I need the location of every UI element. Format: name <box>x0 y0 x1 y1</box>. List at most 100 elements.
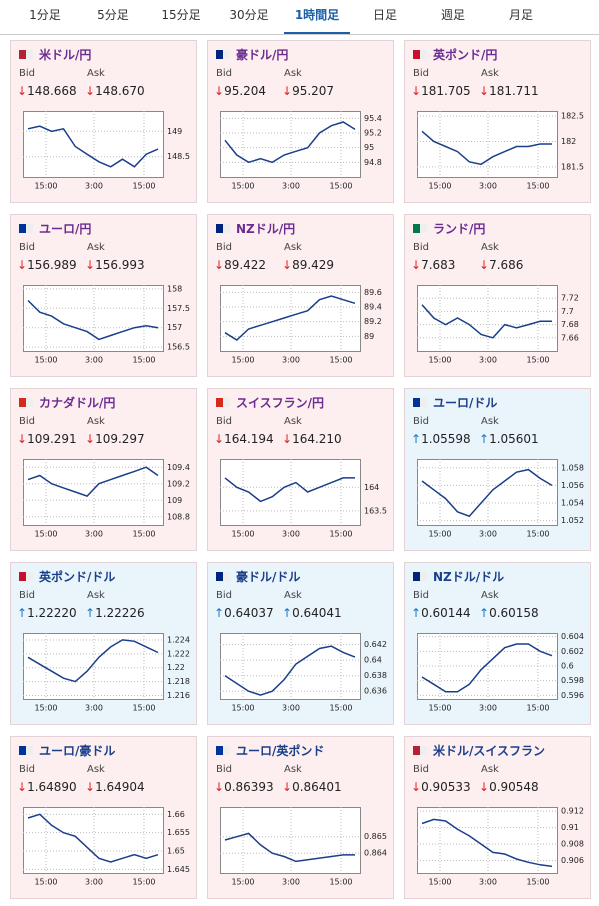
x-tick-label: 15:00 <box>132 530 155 539</box>
rate-card: ユーロ/英ポンド Bid Ask ↓0.86393 ↓0.86401 0.865 0.864… <box>207 736 394 899</box>
ask-price: 1.64904 <box>95 780 145 794</box>
ask-value: ↓0.86401 <box>282 780 342 794</box>
price-line <box>224 645 356 696</box>
rate-card: 豪ドル/円 Bid Ask ↓95.204 ↓95.207 95.4 95.2 95 94.8 1… <box>207 40 394 203</box>
x-tick-label: 15:00 <box>132 704 155 713</box>
tab[interactable]: 1分足 <box>29 8 61 22</box>
tab[interactable]: 月足 <box>508 8 533 22</box>
ask-label: Ask <box>284 764 302 775</box>
price-line <box>421 643 553 693</box>
ask-label: Ask <box>87 416 105 427</box>
pair-name: ユーロ/英ポンド <box>236 744 325 758</box>
y-tick-label: 0.912 <box>561 807 584 816</box>
x-tick-label: 3:00 <box>85 356 103 365</box>
bid-label: Bid <box>216 416 232 427</box>
rate-card: 英ポンド/円 Bid Ask ↓181.705 ↓181.711 182.5 182 181.… <box>404 40 591 203</box>
mini-chart: 0.912 0.91 0.908 0.906 15:00 3:00 15:00 <box>417 807 584 887</box>
bid-label: Bid <box>216 764 232 775</box>
arrow: ↓ <box>17 780 28 794</box>
ask-price: 0.60158 <box>489 606 539 620</box>
tab[interactable]: 30分足 <box>229 8 269 22</box>
x-tick-label: 3:00 <box>479 704 497 713</box>
bid-price: 1.64890 <box>27 780 77 794</box>
tab[interactable]: 日足 <box>372 8 397 22</box>
bid-price: 148.668 <box>27 84 77 98</box>
rate-card: 米ドル/スイスフラン Bid Ask ↓0.90533 ↓0.90548 0.912 0.9… <box>404 736 591 899</box>
y-tick-label: 1.22 <box>167 663 185 672</box>
ask-price: 0.90548 <box>489 780 539 794</box>
bid-label: Bid <box>19 590 35 601</box>
price-line <box>27 639 159 683</box>
bid-price: 109.291 <box>27 432 77 446</box>
bid-value: ↑0.60144 <box>411 606 471 620</box>
bid-label: Bid <box>19 416 35 427</box>
bid-label: Bid <box>19 764 35 775</box>
rate-card: NZドル/円 Bid Ask ↓89.422 ↓89.429 89.6 89.4 89.2 89… <box>207 214 394 377</box>
ask-price: 1.22226 <box>95 606 145 620</box>
y-tick-label: 89 <box>364 332 374 341</box>
arrow: ↑ <box>214 606 225 620</box>
ask-value: ↓181.711 <box>479 84 539 98</box>
x-tick-label: 15:00 <box>132 182 155 191</box>
y-tick-label: 1.645 <box>167 865 190 874</box>
y-tick-label: 7.72 <box>561 294 579 303</box>
pair-name: カナダドル/円 <box>39 396 116 410</box>
x-tick-label: 3:00 <box>479 530 497 539</box>
arrow: ↑ <box>282 606 293 620</box>
ask-price: 181.711 <box>489 84 539 98</box>
y-tick-label: 7.7 <box>561 307 574 316</box>
tab[interactable]: 1時間足 <box>284 0 350 34</box>
ask-price: 1.05601 <box>489 432 539 446</box>
y-tick-label: 157 <box>167 323 182 332</box>
rate-card: スイスフラン/円 Bid Ask ↓164.194 ↓164.210 164 163.5 15… <box>207 388 394 551</box>
bid-value: ↓164.194 <box>214 432 274 446</box>
tab[interactable]: 5分足 <box>97 8 129 22</box>
mini-chart: 164 163.5 15:00 3:00 15:00 <box>220 459 387 539</box>
ask-label: Ask <box>481 242 499 253</box>
ask-price: 109.297 <box>95 432 145 446</box>
ask-value: ↑1.05601 <box>479 432 539 446</box>
flag-icon <box>413 50 427 59</box>
y-tick-label: 7.66 <box>561 333 579 342</box>
arrow: ↓ <box>85 258 96 272</box>
x-tick-label: 3:00 <box>85 530 103 539</box>
x-tick-label: 15:00 <box>34 878 57 887</box>
arrow: ↓ <box>214 780 225 794</box>
tab[interactable]: 15分足 <box>161 8 201 22</box>
y-tick-label: 0.864 <box>364 849 387 858</box>
x-tick-label: 3:00 <box>85 878 103 887</box>
pair-name: 豪ドル/円 <box>236 48 289 62</box>
pair-name: ユーロ/円 <box>39 222 92 236</box>
y-tick-label: 0.604 <box>561 633 584 641</box>
mini-chart: 95.4 95.2 95 94.8 15:00 3:00 15:00 <box>220 111 382 191</box>
mini-chart: 182.5 182 181.5 15:00 3:00 15:00 <box>417 111 584 191</box>
tab[interactable]: 週足 <box>440 8 465 22</box>
y-tick-label: 89.6 <box>364 288 382 297</box>
x-tick-label: 15:00 <box>34 704 57 713</box>
y-tick-label: 1.216 <box>167 691 190 700</box>
y-tick-label: 164 <box>364 483 379 492</box>
pair-name: ユーロ/豪ドル <box>39 744 116 758</box>
x-tick-label: 15:00 <box>428 530 451 539</box>
arrow: ↓ <box>411 780 422 794</box>
mini-chart: 7.72 7.7 7.68 7.66 15:00 3:00 15:00 <box>417 285 579 365</box>
x-tick-label: 15:00 <box>329 704 352 713</box>
ask-value: ↓89.429 <box>282 258 334 272</box>
bid-label: Bid <box>216 68 232 79</box>
x-tick-label: 15:00 <box>526 356 549 365</box>
bid-label: Bid <box>413 242 429 253</box>
y-tick-label: 109.2 <box>167 479 190 488</box>
y-tick-label: 0.865 <box>364 832 387 841</box>
rate-card: ユーロ/豪ドル Bid Ask ↓1.64890 ↓1.64904 1.66 1.655 1.… <box>10 736 197 899</box>
arrow: ↓ <box>282 780 293 794</box>
y-tick-label: 7.68 <box>561 320 579 329</box>
rate-card: 豪ドル/ドル Bid Ask ↑0.64037 ↑0.64041 0.642 0.64 0.6… <box>207 562 394 725</box>
bid-value: ↑1.05598 <box>411 432 471 446</box>
x-tick-label: 15:00 <box>428 704 451 713</box>
x-tick-label: 3:00 <box>479 182 497 191</box>
ask-value: ↓0.90548 <box>479 780 539 794</box>
ask-price: 164.210 <box>292 432 342 446</box>
flag-icon <box>216 746 230 755</box>
x-tick-label: 15:00 <box>34 530 57 539</box>
